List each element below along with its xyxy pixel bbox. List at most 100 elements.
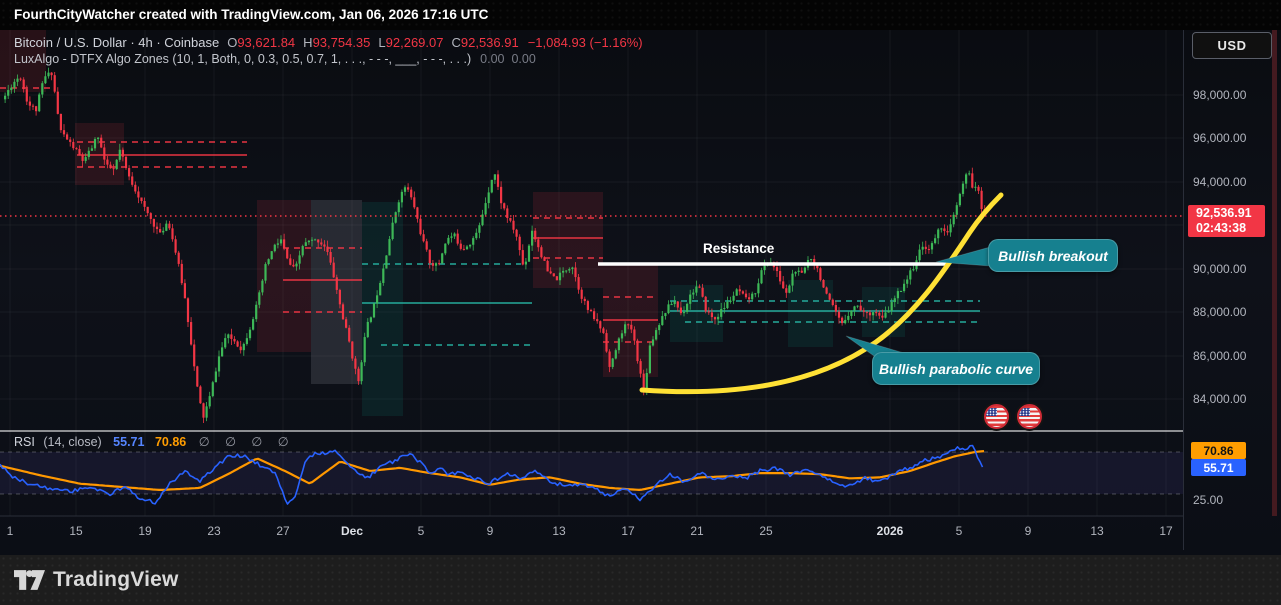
candle-body (751, 293, 754, 300)
chart-area[interactable]: Bitcoin / U.S. Dollar · 4h · Coinbase O93… (0, 30, 1281, 555)
candle-body (484, 203, 487, 215)
candle-body (376, 295, 379, 304)
us-flag-event-icon[interactable] (984, 404, 1009, 429)
price-tick-label: 84,000.00 (1193, 392, 1247, 406)
candle-body (958, 193, 961, 206)
candle-body (729, 300, 732, 302)
candle-body (13, 81, 16, 88)
candle-body (868, 312, 872, 316)
candle-body (794, 271, 797, 274)
candle-body (571, 267, 574, 270)
candle-body (748, 297, 751, 300)
candle-body (524, 261, 527, 265)
candle-body (391, 222, 394, 240)
candle-body (75, 148, 78, 150)
algo-zone-green (362, 202, 403, 416)
candle-body (345, 319, 348, 328)
candle-body (757, 283, 760, 294)
indicator-title[interactable]: LuxAlgo - DTFX Algo Zones (10, 1, Both, … (14, 52, 472, 66)
candle-body (968, 173, 971, 175)
candle-body (670, 304, 673, 306)
candle-body (140, 197, 143, 202)
candle-body (363, 337, 366, 363)
candle-body (599, 321, 602, 329)
candle-body (407, 187, 410, 190)
candle-body (562, 270, 565, 273)
us-flag-event-icon[interactable] (1017, 404, 1042, 429)
candle-body (323, 244, 326, 247)
candle-body (465, 246, 469, 250)
candle-body (90, 148, 93, 151)
candle-body (605, 333, 608, 352)
candle-body (735, 289, 738, 296)
candle-body (394, 212, 397, 223)
time-tick-label: 23 (207, 524, 221, 538)
candle-body (813, 258, 816, 265)
candle-body (856, 305, 859, 307)
candle-body (642, 373, 645, 391)
rsi-tick-label: 25.00 (1193, 493, 1224, 507)
candle-body (837, 311, 841, 318)
currency-usd-button[interactable]: USD (1192, 32, 1272, 59)
resistance-label: Resistance (703, 241, 775, 256)
candle-body (596, 319, 599, 322)
candle-body (310, 239, 314, 241)
candle-body (788, 285, 791, 293)
candle-body (354, 358, 357, 369)
callout-bullish-breakout-text: Bullish breakout (998, 247, 1108, 264)
candle-body (357, 368, 360, 382)
candle-body (248, 329, 252, 339)
indicator-row[interactable]: LuxAlgo - DTFX Algo Zones (10, 1, Both, … (14, 51, 643, 68)
candle-body (50, 72, 53, 76)
candle-body (270, 251, 273, 260)
symbol-row[interactable]: Bitcoin / U.S. Dollar · 4h · Coinbase O93… (14, 34, 643, 51)
candle-body (314, 239, 317, 241)
candle-body (162, 230, 165, 233)
candle-body (943, 228, 946, 232)
time-tick-label: 5 (417, 524, 425, 538)
candle-body (732, 295, 735, 301)
candle-body (165, 223, 168, 231)
candle-body (937, 229, 940, 239)
candle-body (475, 232, 478, 239)
candle-body (850, 310, 853, 316)
candle-body (828, 293, 831, 300)
time-tick-label: 15 (69, 524, 83, 538)
candle-body (292, 264, 295, 267)
candle-body (614, 350, 617, 359)
time-tick-label: 19 (138, 524, 152, 538)
candle-body (540, 247, 543, 258)
candle-body (552, 273, 555, 277)
candle-body (878, 312, 881, 316)
chart-legend: Bitcoin / U.S. Dollar · 4h · Coinbase O93… (14, 34, 643, 68)
candle-body (425, 241, 428, 250)
candle-body (487, 192, 490, 204)
candle-body (679, 307, 682, 314)
candle-body (831, 299, 834, 306)
time-tick-label: 13 (1090, 524, 1104, 538)
candle-body (673, 301, 676, 305)
candle-body (754, 293, 757, 295)
main-chart-canvas[interactable] (0, 30, 1183, 555)
price-tick-label: 86,000.00 (1193, 349, 1247, 363)
candle-body (81, 154, 84, 161)
candle-body (816, 264, 819, 269)
rsi-legend[interactable]: RSI (14, close) 55.71 70.86 ∅ ∅ ∅ ∅ (14, 434, 295, 449)
time-tick-label: 5 (955, 524, 963, 538)
candle-body (93, 138, 97, 149)
candle-body (940, 228, 943, 230)
candle-body (211, 382, 214, 397)
candle-body (245, 338, 248, 344)
tradingview-logo-icon[interactable] (14, 570, 45, 590)
price-axis[interactable]: USD 92,536.91 02:43:38 70.86 55.71 98,00… (1183, 30, 1281, 555)
tradingview-logo-text[interactable]: TradingView (53, 568, 179, 591)
candle-body (763, 265, 766, 271)
candle-body (264, 264, 267, 281)
candle-body (28, 101, 31, 106)
candle-body (329, 251, 332, 263)
symbol-title[interactable]: Bitcoin / U.S. Dollar · 4h · Coinbase (14, 35, 220, 50)
close-value: 92,536.91 (460, 35, 519, 50)
candle-body (103, 147, 106, 160)
rsi-source-toggle-icons[interactable]: ∅ ∅ ∅ ∅ (198, 435, 295, 449)
